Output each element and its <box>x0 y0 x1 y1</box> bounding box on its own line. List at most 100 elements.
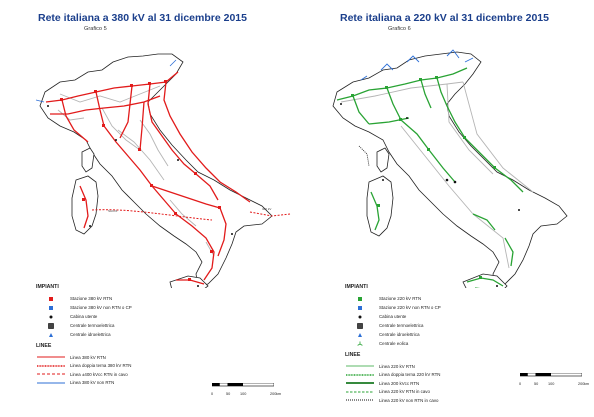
legend-item: Linea 220 kV non RTN in cavo <box>345 396 441 405</box>
scale-bar-graphic <box>519 372 583 377</box>
hydro-plant-icon <box>36 332 66 338</box>
legend-item: Linea 220 kV RTN <box>345 362 441 371</box>
green-line-icon <box>345 364 375 368</box>
blue-square-marker-icon <box>345 305 375 311</box>
legend-item: Stazione 220 kV non RTN o CP <box>345 303 441 312</box>
map-subtitle: Grafico 6 <box>388 26 411 32</box>
legend-item: Cabina utente <box>345 312 441 321</box>
italy-mainland <box>332 51 568 287</box>
legend-label: Stazione 220 kV RTN <box>379 296 422 301</box>
legend-impianti-list: Stazione 220 kV RTN Stazione 220 kV non … <box>345 294 441 348</box>
legend-item: Linea ±400 kVcc RTN in cavo <box>36 370 132 379</box>
scale-bar-graphic <box>211 382 275 387</box>
sardinia-island <box>71 175 99 235</box>
legend-item: Centrale idroelettrica <box>345 330 441 339</box>
legend-label: Linea ±400 kVcc RTN in cavo <box>70 371 128 377</box>
user-cabins <box>340 103 520 287</box>
station-markers <box>351 76 496 279</box>
scale-labels: 0 50 100 200 km <box>519 382 590 388</box>
legend-item: Linea 220 kV RTN in cavo <box>345 388 441 397</box>
sicily-island <box>462 273 508 288</box>
scale-label: 50 <box>226 392 231 396</box>
legend-item: Linea 200 kVcc RTN <box>345 379 441 388</box>
blue-network <box>360 49 474 81</box>
legend-label: Centrale eolica <box>379 341 409 346</box>
legend-label: Centrale idroelettrica <box>379 332 420 337</box>
network-220kv-lines <box>336 67 524 288</box>
scale-label: 0 <box>211 392 214 396</box>
legend-label: Linea doppia terna 220 kV RTN <box>379 372 441 378</box>
map-title: Rete italiana a 220 kV al 31 dicembre 20… <box>340 12 549 24</box>
legend-label: Linea 220 kV non RTN in cavo <box>379 397 439 403</box>
legend-label: Cabina utente <box>70 314 98 319</box>
red-double-line-icon <box>36 364 66 368</box>
legend-label: Stazione 380 kV RTN <box>70 296 113 301</box>
sicily-island <box>169 275 209 288</box>
green-thick-line-icon <box>345 381 375 385</box>
legend-item: Cabina utente <box>36 312 132 321</box>
legend-item: Stazione 380 kV non RTN o CP <box>36 303 132 312</box>
legend-item: Centrale eolica <box>345 339 441 348</box>
legend: IMPIANTI Stazione 380 kV RTN Stazione 38… <box>36 284 132 387</box>
scale-unit: km <box>584 382 590 386</box>
thermal-plant-icon <box>36 322 66 329</box>
legend-item: Centrale termoelettrica <box>36 321 132 330</box>
blue-square-marker-icon <box>36 305 66 311</box>
scale-label: 50 <box>534 382 539 386</box>
wind-plant-icon <box>345 341 375 347</box>
thermal-plant-icon <box>345 322 375 329</box>
legend-label: Stazione 220 kV non RTN o CP <box>379 305 441 310</box>
scale-label: 200 <box>578 382 585 386</box>
italy-mainland <box>39 53 273 287</box>
legend-item: Centrale idroelettrica <box>36 330 132 339</box>
legend: IMPIANTI Stazione 220 kV RTN Stazione 22… <box>345 284 441 405</box>
red-line-icon <box>36 355 66 359</box>
hydro-plant-icon <box>345 332 375 338</box>
black-dotted-line-icon <box>345 398 375 402</box>
legend-item: Stazione 220 kV RTN <box>345 294 441 303</box>
hvdc-cable-lines <box>91 209 291 221</box>
legend-label: Centrale termoelettrica <box>70 323 115 328</box>
legend-label: Linea 380 kV RTN <box>70 354 106 360</box>
scale-label: 100 <box>548 382 555 386</box>
red-square-marker-icon <box>36 296 66 302</box>
legend-item: Stazione 380 kV RTN <box>36 294 132 303</box>
scale-labels: 0 50 100 200 km <box>211 392 282 398</box>
legend-label: Stazione 380 kV non RTN o CP <box>70 305 132 310</box>
italy-220kv-map <box>332 49 568 288</box>
legend-item: Linea 380 kV non RTN <box>36 379 132 388</box>
legend-item: Linea 380 kV RTN <box>36 353 132 362</box>
green-double-line-icon <box>345 373 375 377</box>
legend-label: Centrale termoelettrica <box>379 323 424 328</box>
scale-label: 0 <box>519 382 522 386</box>
legend-label: Linea 380 kV non RTN <box>70 380 115 386</box>
map-label-sardinia: SACOI <box>108 209 118 213</box>
legend-label: Linea 200 kVcc RTN <box>379 380 420 386</box>
grey-network <box>57 85 215 257</box>
green-dashed-line-icon <box>345 390 375 394</box>
legend-linee-list: Linea 380 kV RTN Linea doppia terna 380 … <box>36 353 132 387</box>
legend-heading-impianti: IMPIANTI <box>36 284 59 290</box>
legend-label: Centrale idroelettrica <box>70 332 111 337</box>
legend-item: Linea doppia terna 380 kV RTN <box>36 362 132 371</box>
legend-label: Linea 220 kV RTN in cavo <box>379 389 430 395</box>
map-panel-220kv: Rete italiana a 220 kV al 31 dicembre 20… <box>297 0 594 417</box>
scale-label: 200 <box>270 392 277 396</box>
map-subtitle: Grafico 5 <box>84 26 107 32</box>
legend-impianti-list: Stazione 380 kV RTN Stazione 380 kV non … <box>36 294 132 339</box>
legend-linee-list: Linea 220 kV RTN Linea doppia terna 220 … <box>345 362 441 405</box>
legend-item: Centrale termoelettrica <box>345 321 441 330</box>
black-dot-marker-icon <box>36 314 66 320</box>
scale-label: 100 <box>240 392 247 396</box>
green-square-marker-icon <box>345 296 375 302</box>
legend-heading-linee: LINEE <box>36 343 52 349</box>
legend-label: Cabina utente <box>379 314 407 319</box>
black-dot-marker-icon <box>345 314 375 320</box>
map-label-east: 380 kV <box>262 207 271 211</box>
map-title: Rete italiana a 380 kV al 31 dicembre 20… <box>38 12 247 24</box>
legend-heading-impianti: IMPIANTI <box>345 284 368 290</box>
legend-label: Linea 220 kV RTN <box>379 363 415 369</box>
scale-unit: km <box>276 392 282 396</box>
grey-network <box>340 81 534 269</box>
red-dashed-line-icon <box>36 372 66 376</box>
